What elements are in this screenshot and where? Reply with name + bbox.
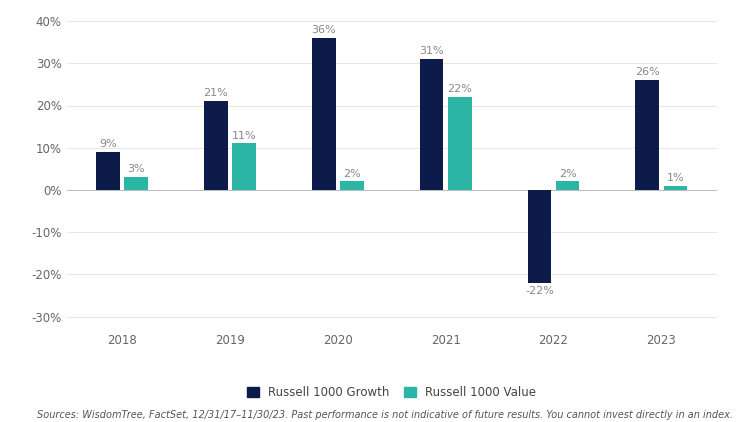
Bar (556, 181, 579, 190)
Text: 21%: 21% (203, 88, 228, 98)
Text: 31%: 31% (419, 46, 444, 56)
Bar (420, 59, 443, 190)
Text: 2%: 2% (559, 168, 576, 179)
Bar (232, 143, 256, 190)
Bar (528, 190, 551, 283)
Text: -22%: -22% (525, 286, 554, 296)
Bar (664, 186, 687, 190)
Text: 1%: 1% (667, 173, 684, 183)
Text: 2%: 2% (343, 168, 361, 179)
Text: 3%: 3% (127, 164, 145, 174)
Bar (204, 101, 228, 190)
Text: 9%: 9% (99, 139, 117, 149)
Bar (124, 177, 148, 190)
Text: 26%: 26% (635, 67, 660, 77)
Bar (340, 181, 364, 190)
Bar (636, 80, 659, 190)
Bar (96, 152, 120, 190)
Text: 36%: 36% (311, 25, 336, 35)
Bar (312, 38, 336, 190)
Bar (448, 97, 471, 190)
Text: 22%: 22% (447, 84, 472, 94)
Text: 11%: 11% (231, 130, 256, 141)
Text: Sources: WisdomTree, FactSet, 12/31/17–11/30/23. Past performance is not indicat: Sources: WisdomTree, FactSet, 12/31/17–1… (37, 410, 733, 420)
Legend: Russell 1000 Growth, Russell 1000 Value: Russell 1000 Growth, Russell 1000 Value (244, 382, 539, 403)
